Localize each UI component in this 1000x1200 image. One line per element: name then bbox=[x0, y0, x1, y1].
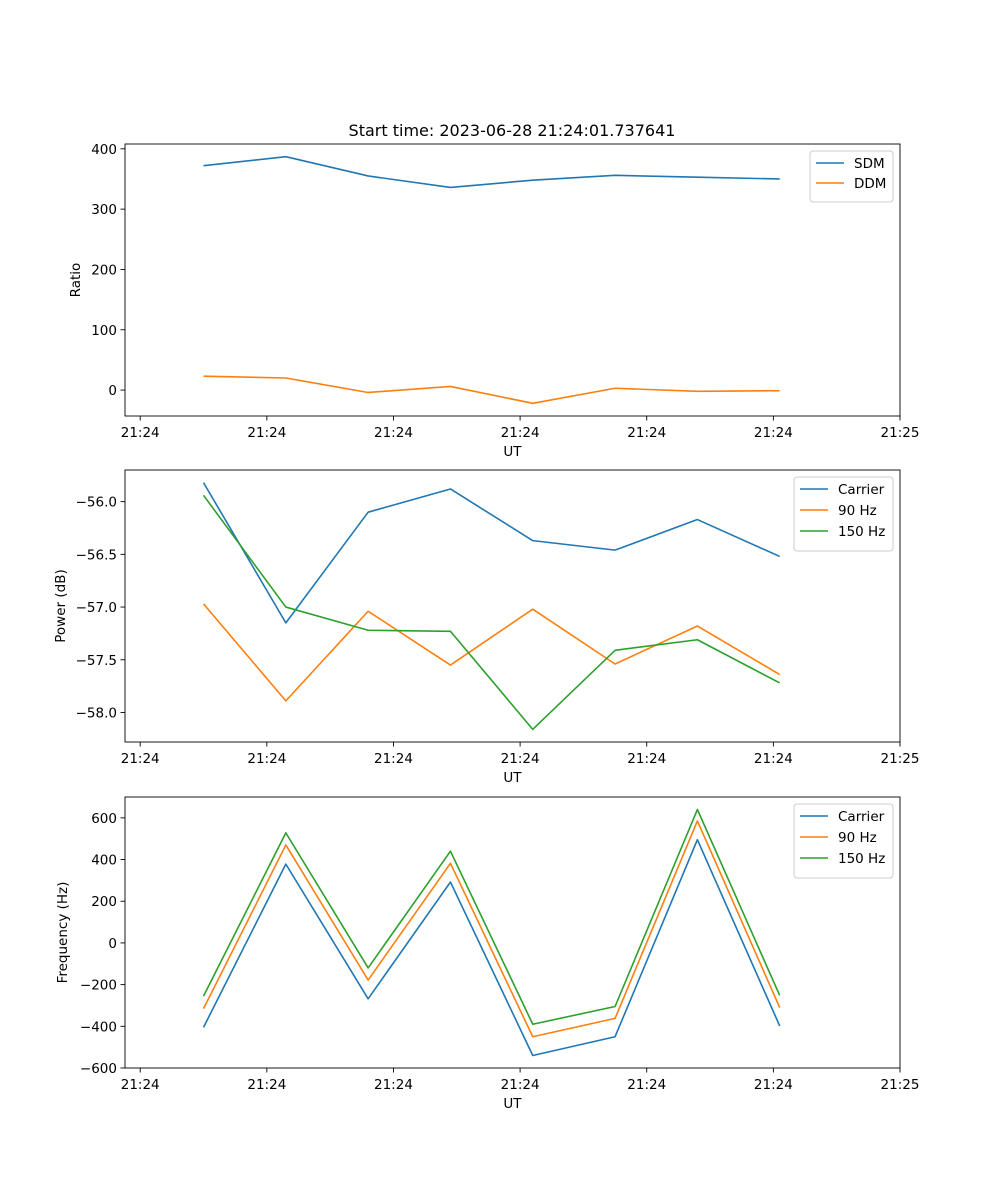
series-line-1-1 bbox=[203, 155, 780, 189]
x-axis-label: UT bbox=[503, 770, 522, 786]
y-tick-label: −56.5 bbox=[76, 547, 117, 563]
x-axis-label: UT bbox=[503, 1096, 522, 1112]
legend-label: 150 Hz bbox=[838, 524, 885, 540]
plot-frame bbox=[124, 469, 901, 743]
figure-title: Start time: 2023-06-28 21:24:01.737641 bbox=[349, 121, 676, 140]
y-axis-label: Power (dB) bbox=[53, 569, 69, 642]
x-tick-label: 21:24 bbox=[501, 425, 540, 441]
x-tick-label: 21:24 bbox=[121, 425, 160, 441]
legend: SDM DDM bbox=[809, 150, 894, 203]
x-tick-label: 21:24 bbox=[247, 751, 286, 767]
x-tick-label: 21:24 bbox=[247, 1077, 286, 1093]
y-tick-label: 300 bbox=[91, 202, 117, 218]
x-tick-label: 21:24 bbox=[247, 425, 286, 441]
legend: Carrier 90 Hz 150 Hz bbox=[793, 803, 894, 879]
y-tick-label: −200 bbox=[80, 978, 117, 994]
panels: 21:24 21:24 21:24 21:24 21:24 21:24 21:25 0 100 2… bbox=[53, 142, 919, 1112]
y-tick-label: −600 bbox=[80, 1061, 117, 1077]
y-tick-label: −56.0 bbox=[76, 495, 117, 511]
series-line-3-2 bbox=[202, 820, 781, 1038]
x-axis-label: UT bbox=[503, 444, 522, 460]
y-tick-label: −57.0 bbox=[76, 600, 117, 616]
legend-label: SDM bbox=[854, 156, 885, 172]
plot-frame bbox=[124, 796, 901, 1069]
legend-label: Carrier bbox=[838, 482, 885, 498]
x-tick-label: 21:24 bbox=[754, 751, 793, 767]
chart-panel-1: 21:24 21:24 21:24 21:24 21:24 21:24 21:25 0 100 2… bbox=[68, 142, 919, 460]
y-tick-label: 0 bbox=[108, 936, 117, 952]
x-tick-label: 21:24 bbox=[121, 1077, 160, 1093]
series-line-2-3 bbox=[202, 494, 781, 731]
y-tick-label: 400 bbox=[91, 142, 117, 158]
series-line-3-1 bbox=[202, 838, 781, 1057]
legend-box bbox=[793, 476, 894, 552]
y-tick-label: −57.5 bbox=[76, 653, 117, 669]
y-tick-label: −400 bbox=[80, 1019, 117, 1035]
legend-label: DDM bbox=[854, 176, 886, 192]
y-tick-label: 200 bbox=[91, 262, 117, 278]
legend-label: Carrier bbox=[838, 809, 885, 825]
x-tick-label: 21:24 bbox=[374, 1077, 413, 1093]
series-line-2-2 bbox=[202, 603, 781, 702]
legend-box bbox=[793, 803, 894, 879]
x-tick-label: 21:24 bbox=[501, 751, 540, 767]
y-tick-label: 0 bbox=[108, 383, 117, 399]
x-tick-label: 21:24 bbox=[501, 1077, 540, 1093]
y-tick-label: 600 bbox=[91, 811, 117, 827]
legend-label: 150 Hz bbox=[838, 851, 885, 867]
chart-panel-3: 21:24 21:24 21:24 21:24 21:24 21:24 21:25 −600 −… bbox=[55, 796, 920, 1112]
y-tick-label: −58.0 bbox=[76, 705, 117, 721]
legend: Carrier 90 Hz 150 Hz bbox=[793, 476, 894, 552]
x-tick-label: 21:25 bbox=[881, 1077, 920, 1093]
x-tick-label: 21:24 bbox=[754, 1077, 793, 1093]
y-axis-label: Ratio bbox=[68, 263, 84, 298]
series-line-1-2 bbox=[203, 375, 780, 405]
x-tick-label: 21:24 bbox=[754, 425, 793, 441]
plot-frame bbox=[124, 143, 901, 417]
x-tick-label: 21:25 bbox=[881, 751, 920, 767]
x-tick-label: 21:24 bbox=[627, 425, 666, 441]
legend-label: 90 Hz bbox=[838, 503, 877, 519]
series-line-2-1 bbox=[202, 482, 781, 624]
x-tick-label: 21:24 bbox=[627, 751, 666, 767]
x-tick-label: 21:24 bbox=[374, 425, 413, 441]
legend-label: 90 Hz bbox=[838, 830, 877, 846]
y-tick-label: 100 bbox=[91, 323, 117, 339]
series-line-3-3 bbox=[202, 808, 781, 1026]
y-tick-label: 400 bbox=[91, 853, 117, 869]
x-tick-label: 21:24 bbox=[374, 751, 413, 767]
chart-panel-2: 21:24 21:24 21:24 21:24 21:24 21:24 21:25 −58.0… bbox=[53, 469, 920, 786]
y-axis-label: Frequency (Hz) bbox=[55, 882, 71, 984]
x-tick-label: 21:25 bbox=[881, 425, 920, 441]
x-tick-label: 21:24 bbox=[627, 1077, 666, 1093]
y-tick-label: 200 bbox=[91, 894, 117, 910]
x-tick-label: 21:24 bbox=[121, 751, 160, 767]
